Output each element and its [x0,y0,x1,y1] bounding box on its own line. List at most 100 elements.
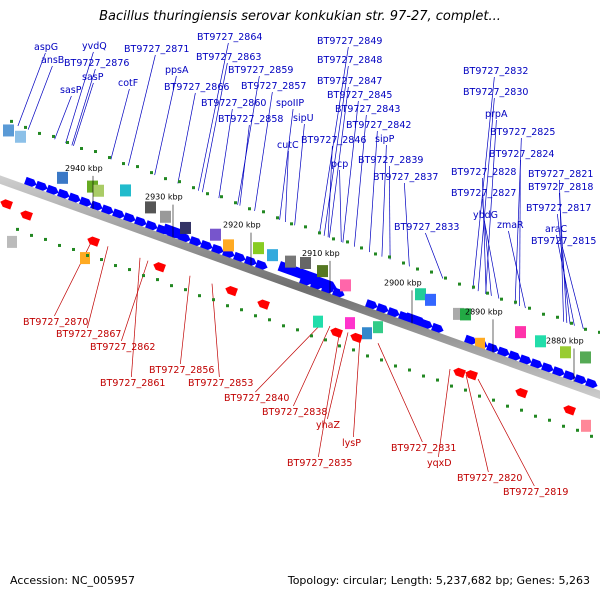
rna-marker [352,348,355,352]
gene-label[interactable]: BT9727_2861 [100,378,165,389]
gene-label[interactable]: BT9727_2843 [335,104,400,115]
rna-marker [338,344,341,348]
gene-label[interactable]: BT9727_2871 [124,44,189,55]
gene-label[interactable]: ybdG [473,210,498,221]
gene-label[interactable]: BT9727_2833 [394,222,459,233]
gene-label[interactable]: araC [545,224,568,235]
rna-marker [332,237,335,241]
kbp-tick-label: 2930 kbp [145,193,183,202]
gene-label[interactable]: BT9727_2846 [301,135,366,146]
rna-marker [94,150,97,154]
gene-label[interactable]: spoIIP [276,98,304,109]
rna-marker [576,428,579,432]
gene-label[interactable]: BT9727_2837 [373,172,438,183]
gene-label[interactable]: BT9727_2859 [228,65,293,76]
gene-label[interactable]: BT9727_2870 [23,317,88,328]
gene-label[interactable]: zmaR [497,220,524,231]
gene-label[interactable]: sipU [293,113,314,124]
rna-marker [486,291,489,295]
annotation-block [210,228,221,241]
rna-marker [556,315,559,319]
gene-label[interactable]: ppsA [165,65,189,76]
gene-label[interactable]: BT9727_2857 [241,81,306,92]
gene-label[interactable]: BT9727_2831 [391,443,456,454]
reverse-gene-arrow [563,405,576,416]
rna-marker [458,282,461,286]
gene-label[interactable]: BT9727_2832 [463,66,528,77]
rna-marker [58,243,61,247]
gene-label[interactable]: lysP [342,438,361,449]
gene-label[interactable]: BT9727_2819 [503,487,568,498]
forward-gene-arrow [67,192,81,203]
rna-marker [150,171,153,175]
annotation-block [515,326,526,339]
annotation-block [223,239,234,252]
rna-marker [436,378,439,382]
gene-label[interactable]: BT9727_2838 [262,407,327,418]
gene-label[interactable]: BT9727_2820 [457,473,522,484]
gene-label[interactable]: yvdQ [82,41,107,52]
annotation-block [160,210,171,223]
gene-label[interactable]: BT9727_2839 [358,155,423,166]
gene-label[interactable]: yqxD [427,458,452,469]
gene-label[interactable]: BT9727_2849 [317,36,382,47]
gene-label[interactable]: BT9727_2840 [224,393,289,404]
gene-label[interactable]: aspG [34,42,58,53]
rna-marker [374,252,377,256]
gene-label[interactable]: BT9727_2847 [317,76,382,87]
gene-label[interactable]: BT9727_2860 [201,98,266,109]
gene-label[interactable]: BT9727_2876 [64,58,129,69]
forward-gene-arrow [188,236,202,247]
gene-label[interactable]: pcp [331,159,348,170]
gene-label[interactable]: BT9727_2827 [451,188,516,199]
gene-label[interactable]: yhaZ [316,420,340,431]
rna-marker [226,304,229,308]
rna-marker [430,270,433,274]
reverse-gene-arrow [20,210,33,221]
gene-label[interactable]: BT9727_2817 [526,203,591,214]
gene-label[interactable]: sasP [82,72,104,83]
gene-label[interactable]: ansB [41,55,64,66]
rna-marker [142,274,145,278]
gene-label[interactable]: BT9727_2863 [196,52,261,63]
gene-label[interactable]: cutC [277,140,299,151]
gene-label[interactable]: BT9727_2856 [149,365,214,376]
gene-label[interactable]: BT9727_2815 [531,236,596,247]
gene-label[interactable]: BT9727_2845 [327,90,392,101]
gene-label[interactable]: BT9727_2830 [463,87,528,98]
gene-label[interactable]: BT9727_2858 [218,114,283,125]
gene-label[interactable]: BT9727_2864 [197,32,262,43]
rna-marker [52,134,55,138]
gene-label[interactable]: BT9727_2842 [346,120,411,131]
kbp-tick-label: 2920 kbp [223,221,261,230]
rna-marker [24,125,27,129]
gene-label[interactable]: BT9727_2821 [528,169,593,180]
rna-marker [262,210,265,214]
gene-label[interactable]: sasP [60,85,82,96]
rna-marker [234,201,237,205]
gene-label[interactable]: BT9727_2862 [90,342,155,353]
rna-marker [444,276,447,280]
gene-label[interactable]: BT9727_2825 [490,127,555,138]
forward-gene-arrow [573,374,587,385]
annotation-block [453,307,464,320]
gene-label[interactable]: BT9727_2824 [489,149,554,160]
gene-label[interactable]: BT9727_2853 [188,378,253,389]
gene-label[interactable]: BT9727_2848 [317,55,382,66]
rna-marker [388,255,391,259]
gene-label[interactable]: BT9727_2828 [451,167,516,178]
gene-label[interactable]: prpA [485,109,508,120]
rna-marker [198,294,201,298]
gene-label[interactable]: BT9727_2867 [56,329,121,340]
gene-label[interactable]: sipP [375,134,395,145]
gene-label[interactable]: cotF [118,78,138,89]
rna-marker [542,312,545,316]
gene-label[interactable]: BT9727_2818 [528,182,593,193]
annotation-block [120,184,131,197]
gene-label[interactable]: BT9727_2835 [287,458,352,469]
kbp-tick-label: 2900 kbp [384,278,422,287]
gene-label[interactable]: BT9727_2866 [164,82,229,93]
rna-marker [584,327,587,331]
forward-gene-arrow [243,255,257,267]
